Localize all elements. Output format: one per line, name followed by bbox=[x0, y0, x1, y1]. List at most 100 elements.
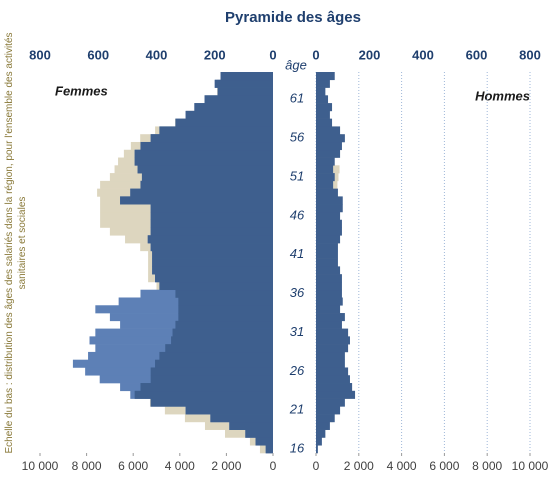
bottom-tick-label: 0 bbox=[270, 459, 277, 473]
bar bbox=[316, 196, 343, 205]
bar bbox=[316, 258, 338, 267]
bar bbox=[155, 274, 273, 283]
bar bbox=[316, 141, 342, 151]
bar bbox=[316, 344, 349, 353]
bar bbox=[150, 367, 273, 376]
bar bbox=[316, 297, 343, 306]
bar bbox=[316, 429, 326, 438]
bottom-tick-label: 10 000 bbox=[512, 459, 549, 473]
bar bbox=[316, 87, 326, 96]
bar bbox=[152, 258, 273, 267]
age-label: 21 bbox=[289, 402, 304, 417]
bar bbox=[165, 344, 273, 353]
bottom-tick-label: 6 000 bbox=[429, 459, 459, 473]
top-tick-label: 800 bbox=[519, 47, 541, 62]
left-label: Femmes bbox=[55, 83, 108, 98]
top-tick-label: 200 bbox=[204, 47, 226, 62]
bar bbox=[140, 141, 273, 151]
bar bbox=[150, 204, 273, 213]
bar bbox=[134, 157, 273, 166]
y-axis-label: âge bbox=[285, 57, 307, 72]
bar bbox=[316, 351, 345, 360]
right-label: Hommes bbox=[475, 88, 530, 103]
bar bbox=[217, 87, 273, 96]
chart-title: Pyramide des âges bbox=[225, 9, 361, 26]
bar bbox=[316, 383, 353, 392]
bar bbox=[159, 351, 273, 360]
bar bbox=[120, 196, 273, 205]
bar bbox=[214, 79, 273, 88]
bar bbox=[316, 250, 338, 259]
bar bbox=[316, 367, 349, 376]
bar bbox=[178, 297, 273, 306]
bar bbox=[150, 211, 273, 221]
bar bbox=[229, 421, 273, 430]
top-tick-label: 600 bbox=[87, 47, 109, 62]
bar bbox=[316, 95, 329, 104]
top-tick-label: 0 bbox=[312, 47, 319, 62]
bar bbox=[316, 235, 341, 244]
bar bbox=[147, 235, 273, 244]
note: Echelle du bas : distribution des âges d… bbox=[4, 32, 28, 454]
bar bbox=[316, 359, 345, 368]
bar bbox=[316, 398, 345, 407]
bar bbox=[316, 274, 342, 283]
bar bbox=[245, 429, 273, 438]
bar bbox=[220, 72, 273, 81]
top-tick-label: 400 bbox=[146, 47, 168, 62]
bar bbox=[204, 95, 273, 104]
bottom-tick-label: 4 000 bbox=[387, 459, 417, 473]
top-tick-label: 600 bbox=[466, 47, 488, 62]
bar bbox=[316, 320, 342, 329]
bottom-tick-label: 10 000 bbox=[22, 459, 59, 473]
bar bbox=[316, 103, 333, 112]
bar bbox=[134, 390, 273, 399]
bar bbox=[316, 305, 341, 314]
bar bbox=[316, 72, 335, 81]
age-label: 16 bbox=[290, 441, 305, 456]
bar bbox=[316, 219, 342, 228]
bar bbox=[316, 445, 318, 454]
age-label: 36 bbox=[290, 285, 305, 300]
top-tick-label: 400 bbox=[412, 47, 434, 62]
age-label: 46 bbox=[290, 207, 305, 222]
bottom-tick-label: 4 000 bbox=[165, 459, 195, 473]
bar bbox=[150, 219, 273, 228]
bar bbox=[316, 134, 345, 143]
bar bbox=[316, 188, 338, 197]
bar bbox=[316, 406, 341, 415]
bar bbox=[265, 445, 273, 454]
bottom-tick-label: 6 000 bbox=[118, 459, 148, 473]
bar bbox=[155, 359, 273, 368]
top-tick-label: 0 bbox=[269, 47, 276, 62]
bar bbox=[130, 188, 273, 197]
note-box: Echelle du bas : distribution des âges d… bbox=[4, 32, 28, 454]
age-label: 41 bbox=[290, 246, 304, 261]
bar bbox=[159, 281, 273, 291]
age-label: 26 bbox=[289, 363, 305, 378]
bar bbox=[316, 227, 342, 236]
bar bbox=[316, 173, 335, 182]
top-tick-label: 200 bbox=[359, 47, 381, 62]
bar bbox=[175, 320, 273, 329]
bar bbox=[316, 336, 350, 345]
bar bbox=[316, 437, 322, 446]
bar bbox=[159, 126, 273, 135]
bar bbox=[316, 281, 342, 291]
bar bbox=[141, 173, 273, 182]
bar bbox=[316, 414, 335, 423]
bottom-tick-label: 8 000 bbox=[472, 459, 502, 473]
bar bbox=[316, 266, 341, 275]
bar bbox=[316, 180, 334, 189]
bar bbox=[316, 204, 343, 213]
bottom-tick-label: 0 bbox=[313, 459, 320, 473]
bar bbox=[316, 157, 335, 166]
age-label: 51 bbox=[290, 168, 304, 183]
bar bbox=[316, 79, 330, 88]
bar bbox=[185, 110, 273, 119]
bar bbox=[171, 336, 273, 345]
bar bbox=[316, 289, 342, 298]
bar bbox=[185, 406, 273, 415]
age-label: 56 bbox=[290, 130, 305, 145]
bar bbox=[316, 390, 356, 399]
